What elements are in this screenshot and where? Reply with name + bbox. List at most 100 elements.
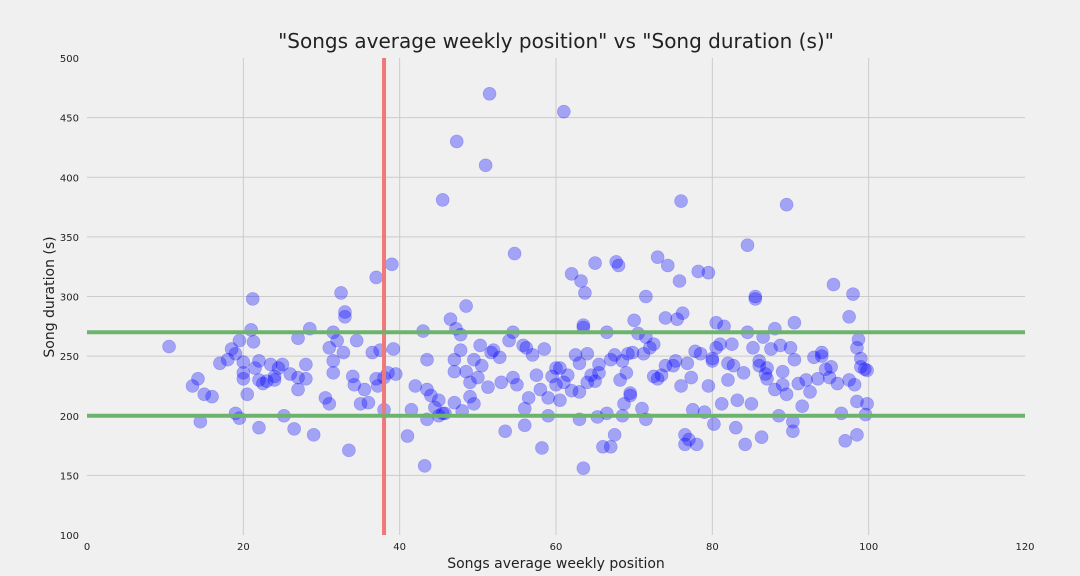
- data-point: [617, 397, 631, 411]
- data-point: [787, 352, 802, 367]
- data-point: [228, 346, 243, 361]
- data-point: [588, 374, 602, 388]
- data-point: [740, 238, 755, 253]
- data-point: [580, 375, 595, 390]
- data-point: [688, 344, 702, 359]
- data-point: [660, 258, 675, 273]
- data-point: [744, 397, 759, 411]
- data-point: [822, 370, 837, 385]
- data-point: [786, 424, 800, 439]
- data-point: [814, 345, 829, 360]
- data-point: [748, 292, 763, 306]
- data-point: [259, 374, 274, 388]
- data-point: [701, 379, 716, 393]
- data-point: [484, 345, 498, 360]
- data-point: [578, 286, 592, 300]
- data-point: [764, 342, 778, 356]
- data-point: [564, 383, 579, 398]
- data-point: [287, 422, 301, 436]
- data-point: [385, 257, 399, 272]
- data-point: [779, 387, 794, 402]
- data-point: [574, 274, 588, 288]
- data-point: [486, 343, 501, 357]
- data-point: [603, 352, 618, 367]
- data-point: [557, 104, 571, 119]
- data-point: [471, 370, 485, 385]
- data-point: [811, 371, 825, 386]
- data-point: [438, 406, 452, 421]
- data-point: [658, 358, 673, 373]
- data-point: [197, 387, 212, 402]
- data-point: [850, 340, 864, 355]
- x-tick-label: 40: [393, 542, 406, 553]
- data-point: [336, 345, 351, 360]
- data-point: [572, 385, 587, 399]
- data-point: [857, 362, 872, 377]
- data-point: [752, 358, 767, 373]
- data-point: [568, 348, 583, 362]
- data-point: [330, 333, 344, 348]
- data-point: [529, 368, 544, 383]
- data-point: [326, 354, 341, 368]
- data-point: [342, 443, 356, 458]
- data-point: [517, 418, 532, 433]
- data-point: [807, 350, 821, 365]
- data-point: [326, 366, 341, 380]
- data-point: [860, 363, 874, 378]
- data-point: [693, 346, 708, 361]
- data-point: [705, 354, 720, 368]
- data-point: [675, 306, 690, 320]
- data-point: [623, 386, 638, 400]
- data-point: [443, 312, 458, 326]
- data-point: [256, 376, 270, 391]
- data-point: [670, 312, 684, 326]
- data-point: [842, 373, 856, 387]
- data-point: [701, 265, 716, 280]
- data-point: [584, 368, 598, 383]
- data-point: [668, 354, 683, 368]
- data-point: [185, 379, 200, 393]
- data-point: [650, 371, 665, 386]
- y-tick-label: 200: [60, 412, 79, 423]
- data-point: [478, 158, 493, 173]
- data-point: [709, 315, 724, 330]
- data-point: [726, 358, 741, 373]
- data-point: [240, 387, 255, 402]
- data-point: [721, 373, 735, 387]
- data-point: [607, 428, 622, 442]
- data-point: [775, 364, 790, 379]
- data-point: [549, 377, 563, 392]
- data-point: [621, 346, 635, 361]
- data-point: [773, 338, 788, 353]
- data-point: [236, 366, 251, 380]
- data-point: [709, 340, 724, 355]
- data-point: [467, 352, 481, 367]
- y-tick-label: 150: [60, 471, 79, 482]
- data-point: [386, 342, 401, 356]
- data-point: [271, 361, 286, 375]
- data-point: [603, 439, 618, 454]
- data-point: [338, 305, 352, 319]
- data-point: [666, 358, 681, 373]
- data-point: [838, 433, 853, 448]
- data-point: [447, 395, 462, 410]
- data-point: [850, 428, 864, 442]
- data-point: [306, 428, 321, 442]
- y-tick-label: 250: [60, 352, 79, 363]
- x-tick-label: 60: [550, 542, 563, 553]
- y-tick-label: 300: [60, 293, 79, 304]
- data-point: [636, 346, 651, 361]
- data-point: [791, 376, 806, 391]
- data-point: [799, 373, 813, 387]
- data-point: [347, 377, 362, 392]
- data-point: [291, 382, 305, 397]
- data-point: [627, 313, 641, 328]
- data-point: [752, 354, 767, 368]
- data-points: [162, 86, 874, 476]
- data-point: [435, 193, 450, 207]
- data-point: [646, 369, 661, 384]
- data-point: [245, 292, 260, 306]
- data-point: [521, 391, 536, 405]
- data-point: [607, 348, 622, 362]
- data-point: [725, 337, 739, 352]
